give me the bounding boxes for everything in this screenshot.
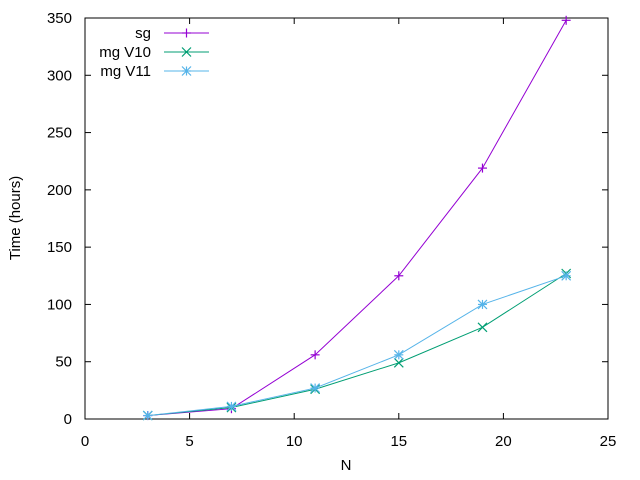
legend-marker bbox=[181, 66, 192, 76]
y-tick-label: 350 bbox=[47, 10, 72, 27]
data-point bbox=[477, 163, 487, 173]
data-point bbox=[226, 401, 237, 412]
data-point bbox=[142, 410, 153, 421]
series-line bbox=[147, 20, 567, 417]
data-point bbox=[310, 383, 321, 393]
y-axis-label: Time (hours) bbox=[7, 176, 24, 260]
series-mg-v10 bbox=[142, 268, 572, 421]
legend-label: mg V11 bbox=[100, 63, 151, 80]
x-tick-label: 15 bbox=[390, 433, 407, 450]
x-tick-label: 5 bbox=[185, 433, 193, 450]
x-axis-label: N bbox=[341, 457, 352, 474]
data-point bbox=[561, 270, 572, 281]
series-sg bbox=[143, 15, 571, 421]
series-line bbox=[147, 275, 567, 417]
data-point bbox=[310, 350, 320, 360]
series-mg-v11 bbox=[142, 270, 572, 421]
plot-frame bbox=[84, 17, 609, 420]
legend: sg mg V10 mg V11 bbox=[99, 25, 209, 80]
y-tick-label: 0 bbox=[64, 411, 72, 428]
x-tick-label: 10 bbox=[286, 433, 303, 450]
y-tick-label: 50 bbox=[55, 354, 72, 371]
x-tick-label: 20 bbox=[495, 433, 512, 450]
y-tick-label: 300 bbox=[47, 67, 72, 84]
data-point bbox=[393, 357, 404, 368]
data-point bbox=[393, 349, 404, 360]
series-group bbox=[142, 15, 572, 421]
y-tick-label: 200 bbox=[47, 182, 72, 199]
legend-marker bbox=[182, 28, 191, 38]
data-point bbox=[477, 322, 488, 333]
legend-label: sg bbox=[135, 25, 151, 42]
legend-label: mg V10 bbox=[99, 44, 151, 61]
data-point bbox=[477, 299, 488, 310]
data-point bbox=[561, 15, 571, 25]
legend-marker bbox=[181, 47, 192, 57]
data-point bbox=[394, 271, 404, 281]
x-tick-label: 25 bbox=[600, 433, 617, 450]
x-tick-label: 0 bbox=[81, 433, 89, 450]
y-tick-label: 250 bbox=[47, 125, 72, 142]
y-tick-label: 150 bbox=[47, 239, 72, 256]
series-line bbox=[147, 273, 567, 417]
y-tick-label: 100 bbox=[47, 296, 72, 313]
